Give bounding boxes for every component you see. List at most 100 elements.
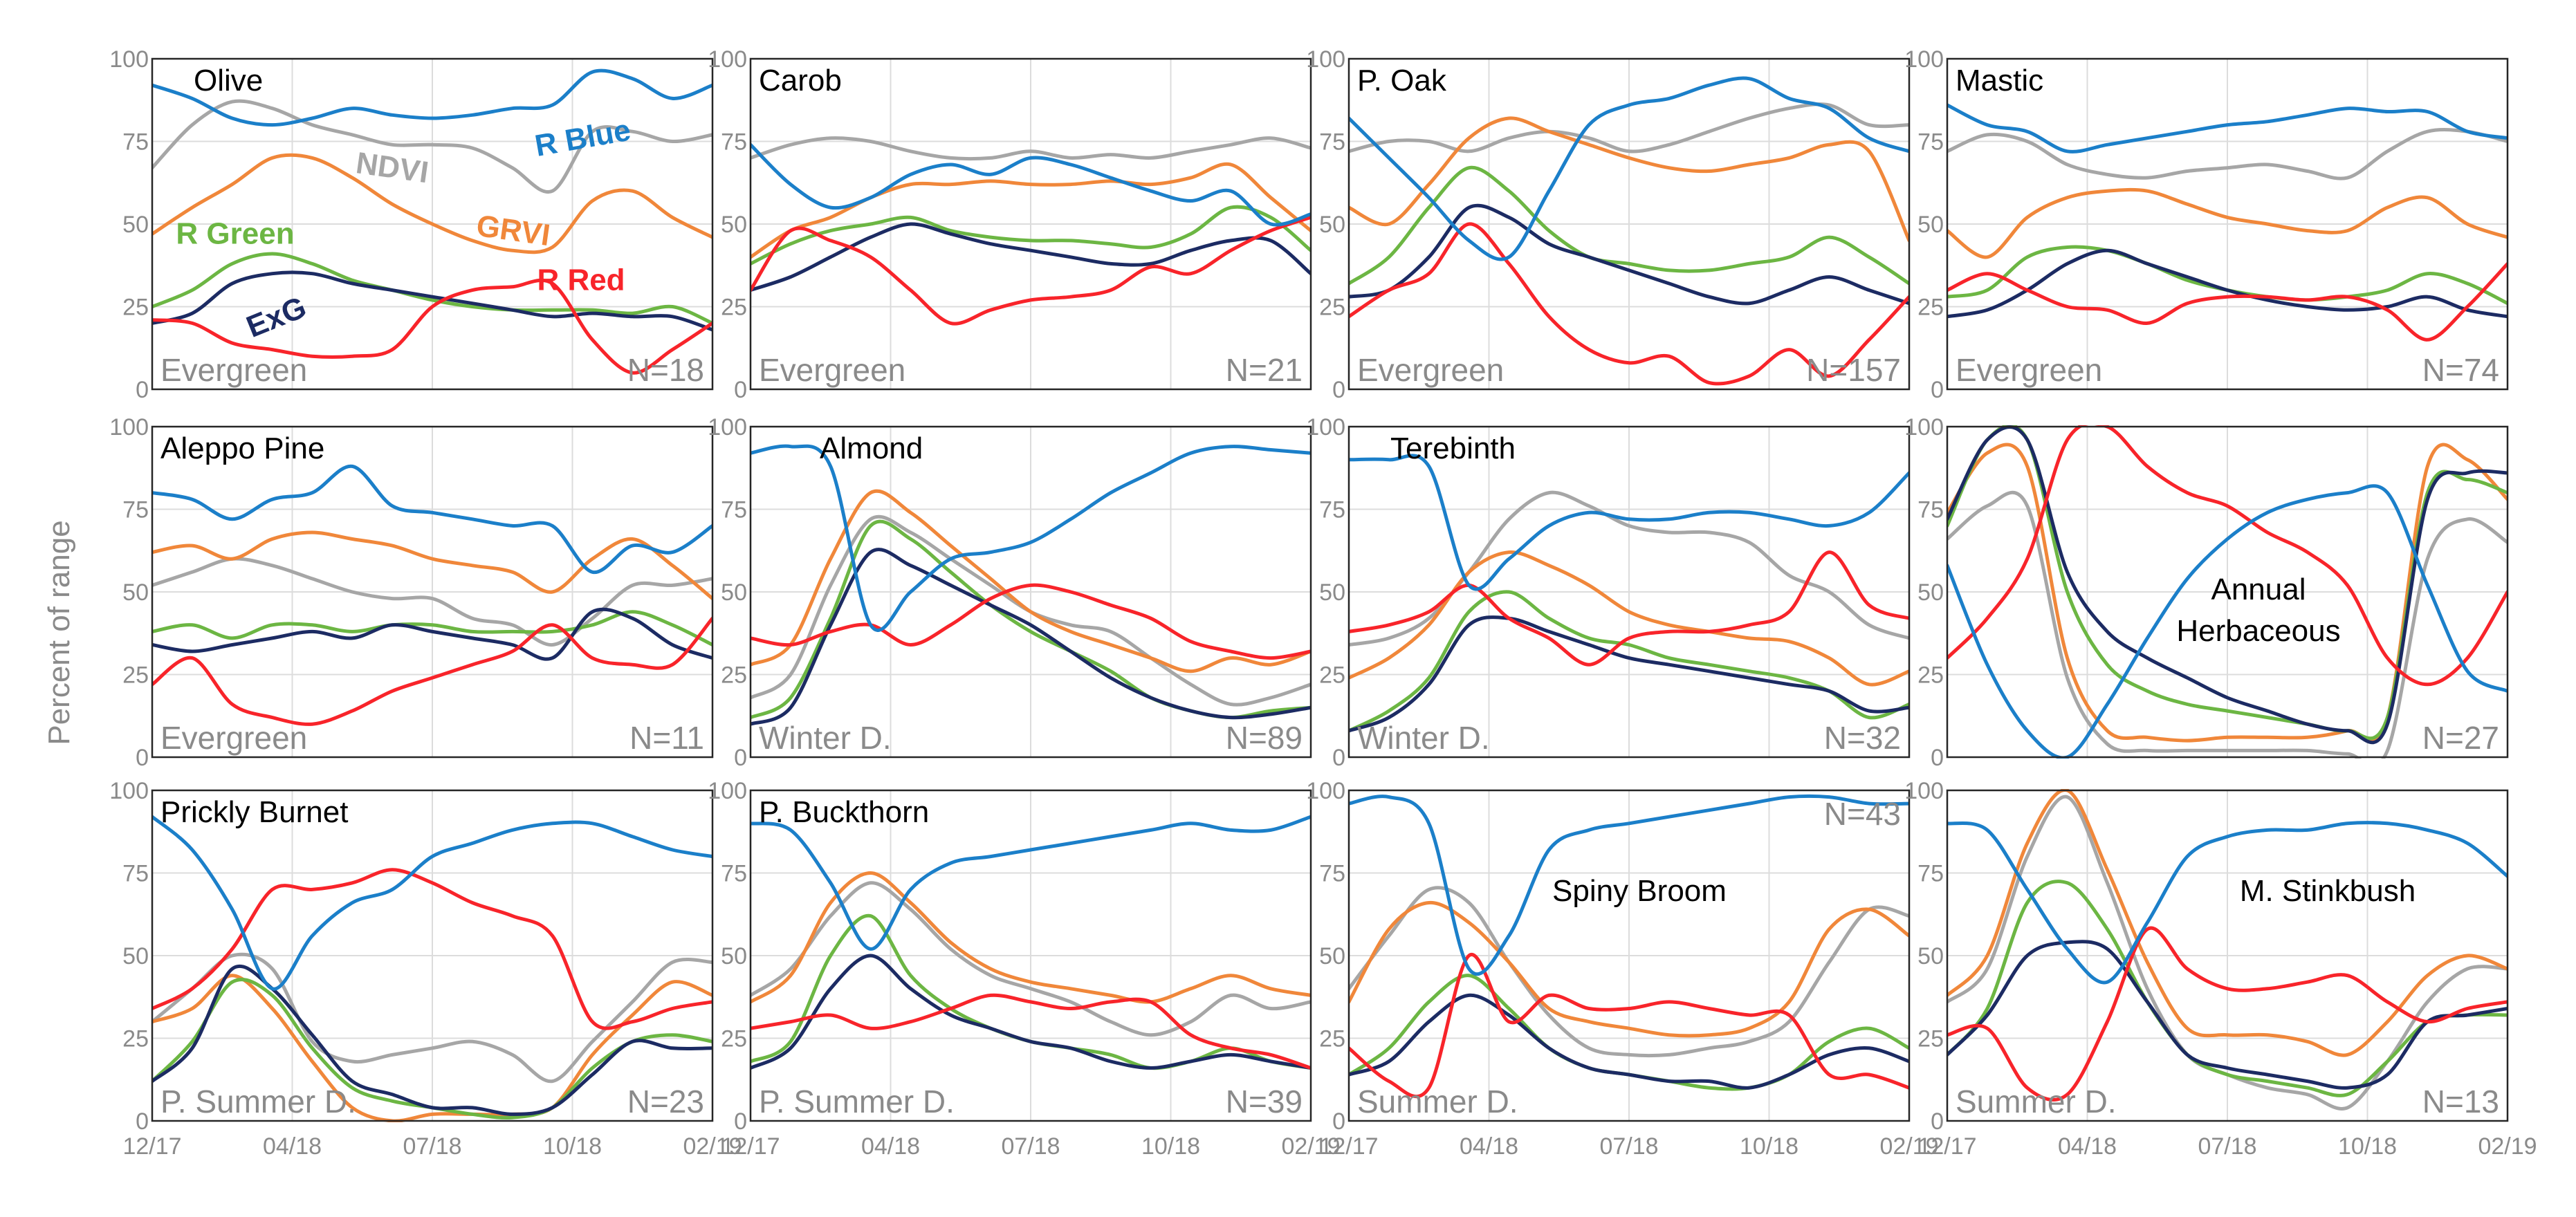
panel-title: Aleppo Pine <box>160 431 324 465</box>
series-line-exg <box>1349 203 1909 306</box>
series-annotation-exg: ExG <box>242 290 311 344</box>
series-line-ndvi <box>1947 128 2508 180</box>
x-tick-label: 04/18 <box>2058 1133 2117 1160</box>
series-line-grvi <box>751 489 1311 673</box>
y-tick-label: 100 <box>708 46 747 73</box>
y-tick-label: 0 <box>1332 377 1345 403</box>
phenology-group-label: Evergreen <box>1956 352 2102 388</box>
series-line-r-red <box>751 583 1311 660</box>
series-line-ndvi <box>152 99 712 194</box>
series-line-grvi <box>1947 789 2508 1057</box>
sample-size-label: N=18 <box>627 352 704 388</box>
series-line-ndvi <box>751 136 1311 161</box>
x-tick-label: 12/17 <box>122 1133 181 1160</box>
series-line-ndvi <box>152 952 712 1084</box>
panel-title: Spiny Broom <box>1552 874 1727 908</box>
y-tick-label: 50 <box>122 943 149 969</box>
series-line-r-green <box>751 205 1311 266</box>
y-tick-label: 25 <box>1319 295 1345 321</box>
x-tick-label: 02/19 <box>683 1133 742 1160</box>
x-tick-label: 12/17 <box>1917 1133 1976 1160</box>
series-line-ndvi <box>751 514 1311 707</box>
y-tick-label: 100 <box>708 778 747 804</box>
series-line-r-red <box>1947 926 2508 1102</box>
series-line-exg <box>751 548 1311 726</box>
panel-frame <box>749 425 1312 759</box>
panel-frame <box>151 425 714 759</box>
x-tick-label: 04/18 <box>861 1133 920 1160</box>
series-line-r-red <box>152 616 712 726</box>
sample-size-label: N=43 <box>1824 796 1901 832</box>
series-line-grvi <box>152 530 712 601</box>
y-tick-label: 25 <box>122 1026 149 1052</box>
series-line-ndvi <box>1349 886 1909 1058</box>
series-line-r-blue <box>1349 454 1909 591</box>
y-tick-label: 50 <box>1917 943 1944 969</box>
panel-m-stinkbush: 0 25 50 75 100 12/17 04/18 07/18 10/18 02/19 M. St… <box>1904 778 2537 1160</box>
phenology-group-label: Evergreen <box>759 352 905 388</box>
series-lines <box>152 68 712 375</box>
phenology-group-label: Evergreen <box>160 720 307 756</box>
y-tick-label: 75 <box>122 497 149 523</box>
series-line-grvi <box>1349 550 1909 687</box>
series-line-r-blue <box>1349 76 1909 261</box>
panel-aleppo-pine: 0 25 50 75 100 Aleppo Pine Evergreen N=11 <box>109 414 714 771</box>
y-tick-label: 50 <box>1319 579 1345 606</box>
panel-spiny-broom: 0 25 50 75 100 12/17 04/18 07/18 10/18 02/19 Spiny… <box>1306 778 1938 1160</box>
series-line-r-red <box>1349 222 1909 386</box>
series-line-r-red <box>1947 425 2508 687</box>
phenology-group-label: Winter D. <box>1357 720 1490 756</box>
y-tick-label: 0 <box>1931 377 1944 403</box>
panel-frame <box>151 789 714 1122</box>
series-annotation-r-green: R Green <box>176 217 294 251</box>
y-tick-label: 50 <box>122 579 149 606</box>
y-tick-label: 0 <box>734 377 747 403</box>
series-lines <box>1349 76 1909 386</box>
y-tick-label: 0 <box>1931 1108 1944 1135</box>
y-tick-label: 100 <box>708 414 747 440</box>
series-lines <box>751 444 1311 726</box>
panel-frame <box>1347 789 1911 1122</box>
panel-frame <box>749 57 1312 391</box>
y-tick-label: 100 <box>109 778 149 804</box>
y-tick-label: 25 <box>122 295 149 321</box>
series-line-ndvi <box>152 557 712 647</box>
panel-frame <box>1946 57 2509 391</box>
y-tick-label: 25 <box>721 295 747 321</box>
y-tick-label: 25 <box>721 662 747 689</box>
series-line-r-green <box>1947 880 2508 1097</box>
phenology-group-label: P. Summer D. <box>759 1084 955 1120</box>
x-tick-label: 07/18 <box>2198 1133 2256 1160</box>
panel-title: Terebinth <box>1390 431 1516 465</box>
panel-frame <box>1946 789 2509 1122</box>
series-lines <box>1349 794 1909 1099</box>
sample-size-label: N=27 <box>2422 720 2499 756</box>
x-tick-label: 04/18 <box>1460 1133 1518 1160</box>
y-tick-label: 50 <box>122 212 149 238</box>
sample-size-label: N=32 <box>1824 720 1901 756</box>
series-line-ndvi <box>751 881 1311 1037</box>
panel-title: P. Buckthorn <box>759 795 929 829</box>
panel-carob: 0 25 50 75 100 Carob Evergreen N=21 <box>708 46 1312 403</box>
panel-almond: 0 25 50 75 100 Almond Winter D. N=89 <box>708 414 1312 771</box>
panel-p-oak: 0 25 50 75 100 P. Oak Evergreen N=157 <box>1306 46 1911 403</box>
series-lines <box>1947 103 2508 342</box>
series-line-r-blue <box>751 142 1311 227</box>
x-tick-label: 12/17 <box>721 1133 780 1160</box>
panel-title: P. Oak <box>1357 64 1447 97</box>
phenology-group-label: Summer D. <box>1956 1084 2117 1120</box>
phenology-group-label: Evergreen <box>160 352 307 388</box>
series-line-r-red <box>1349 952 1909 1099</box>
series-line-grvi <box>1349 116 1909 243</box>
x-tick-label: 07/18 <box>1001 1133 1060 1160</box>
y-tick-label: 100 <box>1904 46 1944 73</box>
y-tick-label: 100 <box>1904 414 1944 440</box>
x-tick-label: 02/19 <box>1879 1133 1938 1160</box>
x-tick-label: 12/17 <box>1319 1133 1378 1160</box>
series-line-r-green <box>152 252 712 325</box>
y-tick-label: 0 <box>734 1108 747 1135</box>
y-tick-label: 75 <box>721 129 747 156</box>
y-tick-label: 25 <box>122 662 149 689</box>
series-annotation-ndvi: NDVI <box>354 146 431 189</box>
